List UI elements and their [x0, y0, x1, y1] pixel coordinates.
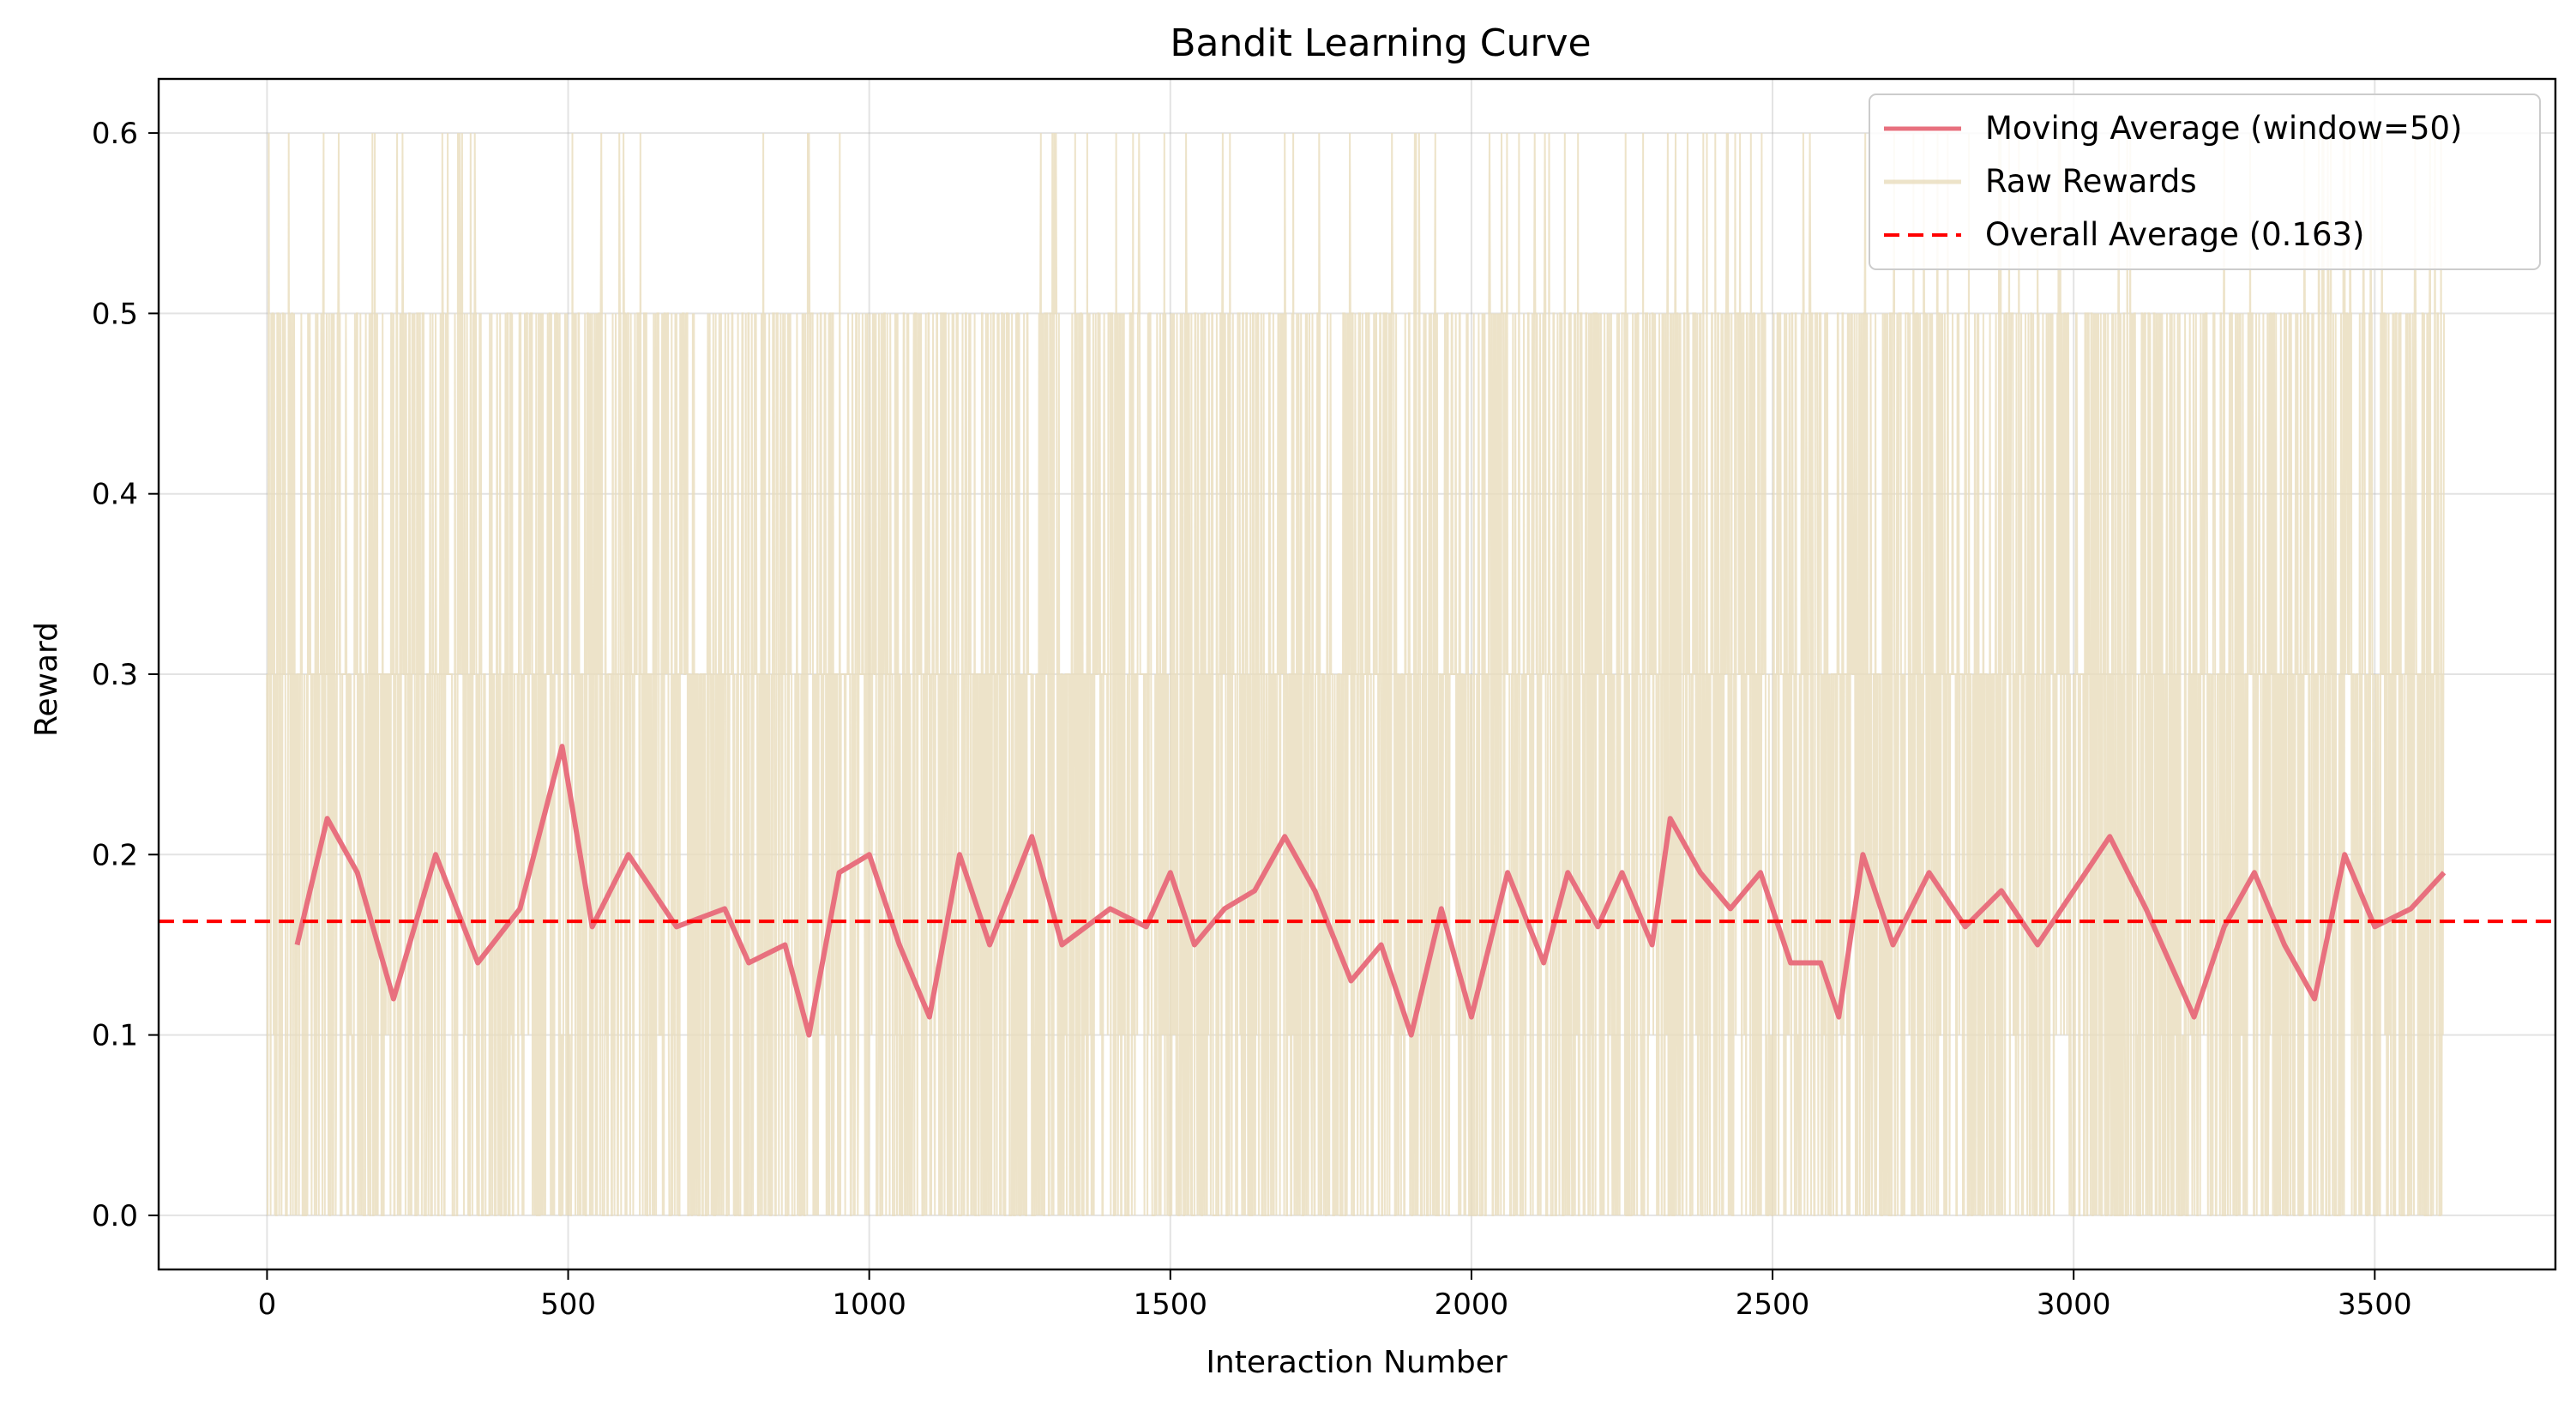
legend: Moving Average (window=50) Raw Rewards O… [1869, 93, 2541, 270]
chart-title: Bandit Learning Curve [1170, 21, 1591, 65]
x-tick-label: 500 [540, 1287, 596, 1322]
raw-rewards-line [266, 133, 2446, 1216]
moving-average-series [294, 744, 2447, 1038]
x-tick-label: 0 [258, 1287, 277, 1322]
x-tick-label: 3500 [2338, 1287, 2412, 1322]
x-axis-ticks: 0 500 1000 1500 2000 2500 3000 3500 [258, 1269, 2412, 1322]
x-tick-label: 2500 [1736, 1287, 1810, 1322]
y-tick-label: 0.3 [92, 658, 138, 692]
legend-box [1869, 93, 2541, 270]
y-tick-label: 0.4 [92, 478, 138, 512]
y-axis-ticks: 0.0 0.1 0.2 0.3 0.4 0.5 0.6 [92, 117, 159, 1233]
y-tick-label: 0.1 [92, 1019, 138, 1053]
legend-label-moving-average: Moving Average (window=50) [1985, 110, 2462, 147]
y-tick-label: 0.6 [92, 117, 138, 151]
y-tick-label: 0.2 [92, 838, 138, 872]
y-tick-label: 0.5 [92, 297, 138, 331]
y-axis-label: Reward [29, 622, 64, 737]
x-axis-label: Interaction Number [1206, 1345, 1508, 1380]
legend-label-overall-average: Overall Average (0.163) [1985, 216, 2364, 253]
x-tick-label: 1000 [832, 1287, 906, 1322]
y-tick-label: 0.0 [92, 1199, 138, 1233]
x-tick-label: 1500 [1134, 1287, 1208, 1322]
legend-label-raw-rewards: Raw Rewards [1985, 163, 2197, 200]
x-tick-label: 3000 [2037, 1287, 2111, 1322]
x-tick-label: 2000 [1435, 1287, 1509, 1322]
raw-rewards-series [266, 133, 2446, 1216]
